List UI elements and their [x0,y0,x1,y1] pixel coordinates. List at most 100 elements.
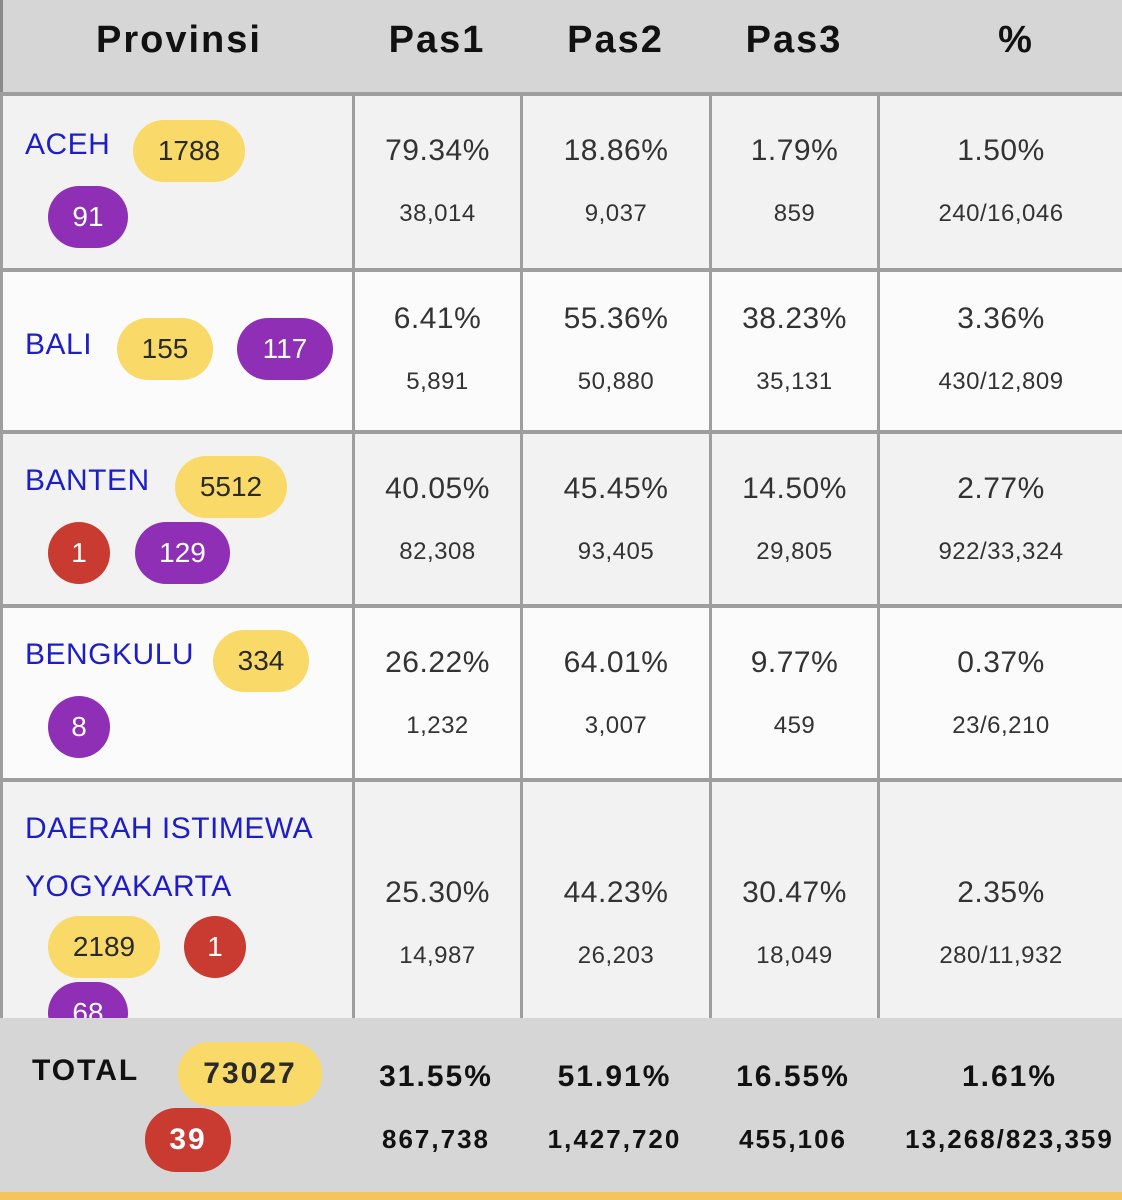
pas2-percent: 55.36% [563,302,669,335]
column-header-pas3[interactable]: Pas3 [745,19,843,61]
province-link-line2[interactable]: YOGYAKARTA [25,870,232,903]
total-pas3-percent: 16.55% [736,1060,850,1093]
total-badge-yellow: 73027 [178,1042,322,1106]
pas1-cell: 26.22% 1,232 [352,608,520,778]
pas3-count: 459 [773,712,816,739]
total-pas2-percent: 51.91% [557,1060,672,1093]
badge-yellow: 2189 [48,916,160,978]
pas1-cell: 6.41% 5,891 [352,272,520,430]
province-link[interactable]: BALI [25,328,93,361]
table-header: Provinsi Pas1 Pas2 Pas3 % [0,0,1122,92]
percent-ratio: 240/16,046 [938,200,1064,227]
pas3-percent: 1.79% [750,134,839,167]
province-link[interactable]: DAERAH ISTIMEWA [25,812,314,845]
badge-red: 1 [48,522,110,584]
pas2-cell: 55.36% 50,880 [520,272,709,430]
total-percent-value: 1.61% [961,1060,1058,1093]
badge-purple: 8 [48,696,110,758]
pas3-percent: 9.77% [750,646,839,679]
pas1-count: 14,987 [399,942,476,969]
badge-yellow: 155 [117,318,213,380]
pas1-cell: 79.34% 38,014 [352,96,520,268]
pas3-cell: 38.23% 35,131 [709,272,877,430]
badge-purple: 117 [237,318,333,380]
province-cell: DAERAH ISTIMEWA YOGYAKARTA 2189 1 68 [0,782,352,1044]
pas3-percent: 38.23% [742,302,847,335]
percent-value: 0.37% [957,646,1045,679]
percent-value: 3.36% [957,302,1045,335]
pas1-cell: 25.30% 14,987 [352,782,520,1028]
pas1-percent: 26.22% [385,646,490,679]
column-header-pas1[interactable]: Pas1 [388,19,486,61]
table-row: BENGKULU 334 8 26.22% 1,232 64.01% 3,007… [0,604,1122,778]
percent-cell: 0.37% 23/6,210 [877,608,1122,778]
total-pas1-count: 867,738 [382,1124,490,1154]
total-label: TOTAL [32,1054,140,1087]
pas2-count: 26,203 [577,942,655,969]
percent-cell: 2.35% 280/11,932 [877,782,1122,1028]
pas2-count: 3,007 [584,712,648,739]
province-link[interactable]: ACEH [25,128,111,161]
percent-value: 2.35% [957,876,1045,909]
pas1-count: 82,308 [399,538,476,565]
table-row: BALI 155 117 6.41% 5,891 55.36% 50,880 3… [0,268,1122,430]
pas2-cell: 44.23% 26,203 [520,782,709,1028]
total-pas3-count: 455,106 [739,1124,847,1154]
badge-yellow: 5512 [175,456,287,518]
pas2-percent: 64.01% [563,646,669,679]
pas1-percent: 79.34% [385,134,490,167]
pas2-count: 93,405 [577,538,655,565]
province-link[interactable]: BENGKULU [25,638,195,671]
pas2-cell: 64.01% 3,007 [520,608,709,778]
province-link[interactable]: BANTEN [25,464,150,497]
table-row: BANTEN 5512 1 129 40.05% 82,308 45.45% 9… [0,430,1122,604]
pas3-cell: 30.47% 18,049 [709,782,877,1028]
pas3-count: 859 [773,200,816,227]
pas3-count: 35,131 [756,368,833,395]
pas1-cell: 40.05% 82,308 [352,434,520,604]
total-pas1-percent: 31.55% [379,1060,493,1093]
total-badge-red: 39 [145,1108,231,1172]
pas2-count: 50,880 [577,368,655,395]
badge-red: 1 [184,916,246,978]
pas3-percent: 14.50% [742,472,847,505]
badge-purple: 129 [135,522,230,584]
column-header-pas2[interactable]: Pas2 [567,19,664,61]
province-cell: BENGKULU 334 8 [0,608,352,778]
pas3-count: 18,049 [756,942,833,969]
badge-yellow: 1788 [133,120,245,182]
pas1-count: 5,891 [406,368,469,395]
table-row: DAERAH ISTIMEWA YOGYAKARTA 2189 1 68 25.… [0,778,1122,1044]
percent-ratio: 280/11,932 [939,942,1063,969]
pas3-cell: 9.77% 459 [709,608,877,778]
pas1-percent: 40.05% [385,472,490,505]
pas3-percent: 30.47% [742,876,847,909]
percent-value: 1.50% [957,134,1045,167]
column-header-percent[interactable]: % [998,19,1034,61]
pas3-count: 29,805 [756,538,833,565]
province-cell: BANTEN 5512 1 129 [0,434,352,604]
pas2-percent: 45.45% [563,472,669,505]
column-header-provinsi[interactable]: Provinsi [96,19,262,61]
pas1-percent: 6.41% [393,302,482,335]
percent-cell: 1.50% 240/16,046 [877,96,1122,268]
total-pas2-count: 1,427,720 [547,1124,682,1154]
percent-cell: 3.36% 430/12,809 [877,272,1122,430]
badge-yellow: 334 [213,630,309,692]
pas2-cell: 45.45% 93,405 [520,434,709,604]
pas2-percent: 18.86% [563,134,669,167]
badge-purple: 91 [48,186,128,248]
total-percent-ratio: 13,268/823,359 [905,1124,1114,1154]
total-row: TOTAL 73027 39 31.55% 867,738 51.91% 1,4… [0,1018,1122,1200]
pas3-cell: 1.79% 859 [709,96,877,268]
bottom-accent-bar [0,1192,1122,1200]
pas2-percent: 44.23% [563,876,669,909]
percent-ratio: 922/33,324 [938,538,1064,565]
pas2-cell: 18.86% 9,037 [520,96,709,268]
pas1-percent: 25.30% [385,876,490,909]
pas3-cell: 14.50% 29,805 [709,434,877,604]
pas2-count: 9,037 [584,200,648,227]
province-cell: BALI 155 117 [0,272,352,430]
percent-cell: 2.77% 922/33,324 [877,434,1122,604]
province-cell: ACEH 1788 91 [0,96,352,268]
